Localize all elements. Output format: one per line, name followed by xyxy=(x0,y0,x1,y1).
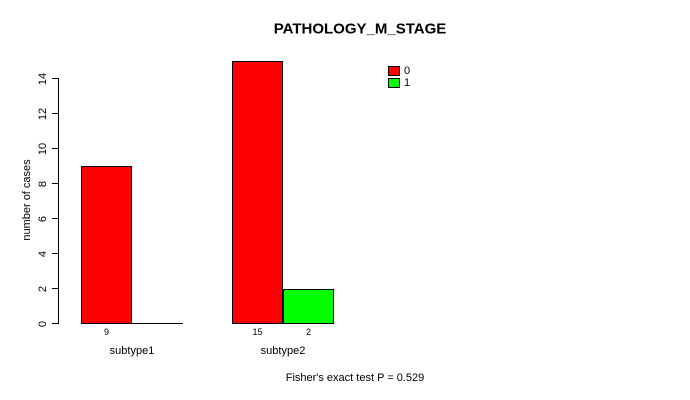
y-tick-label: 6 xyxy=(37,215,49,222)
y-tick-label: 10 xyxy=(37,142,49,155)
y-tick-label: 12 xyxy=(37,107,49,120)
y-tick-label: 4 xyxy=(37,250,49,257)
legend-label: 0 xyxy=(404,65,411,77)
bar-subtype2-series-0 xyxy=(232,61,283,324)
y-axis-line xyxy=(58,78,59,324)
y-tick-mark xyxy=(52,148,59,149)
y-tick-label: 0 xyxy=(37,320,49,327)
y-tick-label: 2 xyxy=(37,285,49,292)
fisher-test-annotation: Fisher's exact test P = 0.529 xyxy=(285,372,425,384)
bar-count-label: 2 xyxy=(305,327,312,337)
y-tick-mark xyxy=(52,253,59,254)
y-tick-mark xyxy=(52,218,59,219)
x-category-label-subtype2: subtype2 xyxy=(260,345,306,357)
bar-count-label: 9 xyxy=(103,327,110,337)
y-tick-mark xyxy=(52,323,59,324)
legend-entry-1: 1 xyxy=(388,77,411,89)
bar-subtype1-series-0 xyxy=(81,166,132,324)
y-tick-mark xyxy=(52,78,59,79)
bar-count-label: 15 xyxy=(252,327,263,337)
legend-swatch-icon xyxy=(388,66,400,76)
y-axis-label: number of cases xyxy=(21,159,33,241)
y-tick-mark xyxy=(52,183,59,184)
chart-title: PATHOLOGY_M_STAGE xyxy=(273,20,447,38)
x-category-label-subtype1: subtype1 xyxy=(109,345,155,357)
bar-subtype2-series-1 xyxy=(283,289,334,324)
legend-swatch-icon xyxy=(388,78,400,88)
y-tick-label: 8 xyxy=(37,180,49,187)
y-tick-mark xyxy=(52,288,59,289)
bar-subtype1-series-1 xyxy=(132,323,183,324)
legend-entry-0: 0 xyxy=(388,65,411,77)
legend-label: 1 xyxy=(404,77,411,89)
y-tick-label: 14 xyxy=(37,72,49,85)
y-tick-mark xyxy=(52,113,59,114)
